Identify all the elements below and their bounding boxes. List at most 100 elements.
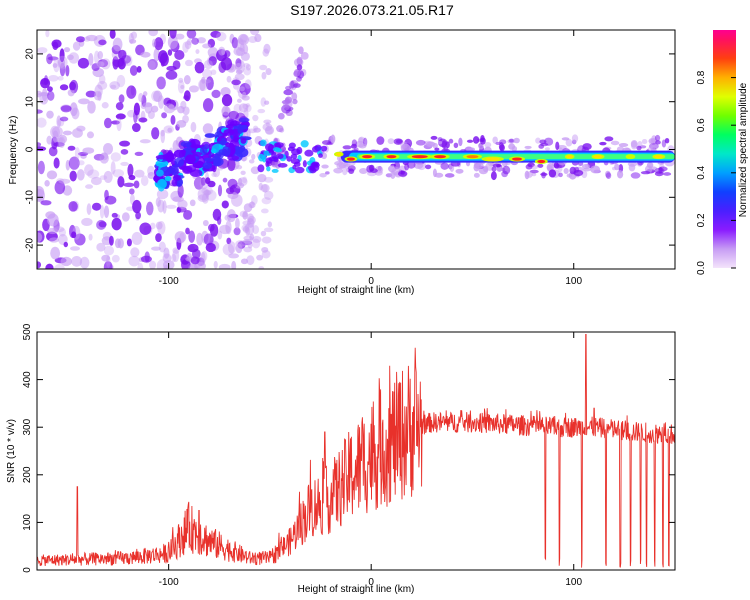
spectrogram-ridge-cell [203, 157, 214, 163]
spectrogram-noise-cell [161, 112, 167, 119]
spectrogram-band-halo [400, 141, 408, 149]
spectrogram-noise-cell [103, 170, 113, 183]
spectrogram-streak-cell [300, 51, 309, 60]
spectrogram-ridge-cell [237, 124, 244, 135]
spectrogram-noise-cell [154, 37, 164, 51]
spectrogram-noise-cell [196, 232, 203, 246]
spectrogram-band-halo [508, 138, 515, 143]
spectrogram-noise-cell [47, 86, 53, 92]
spectrogram-noise-cell [239, 39, 247, 45]
spectrogram-band-halo [548, 169, 557, 178]
colorbar-tick-label: 0.2 [696, 213, 707, 227]
spectrogram-band-halo [344, 163, 351, 167]
spectrogram-x-tick-label: -100 [159, 276, 179, 287]
spectrogram-noise-cell [225, 187, 235, 195]
spectrogram-hotspot [627, 155, 634, 159]
spectrogram-noise-cell [239, 210, 249, 218]
spectrogram-band-halo [605, 170, 611, 178]
spectrogram-noise-cell [193, 176, 204, 190]
spectrogram-y-tick-label: -10 [25, 190, 36, 205]
spectrogram-noise-cell [211, 89, 221, 99]
spectrogram-noise-cell [183, 90, 191, 102]
spectrogram-noise-cell [207, 46, 219, 58]
spectrogram-noise-cell [234, 63, 243, 70]
spectrogram-band-start-cell [304, 149, 314, 157]
spectrogram-noise-cell [172, 249, 180, 263]
spectrogram-band-halo [358, 143, 367, 149]
spectrogram-band-halo [661, 139, 667, 148]
spectrogram-band-halo [555, 141, 560, 151]
spectrogram-noise-cell [234, 73, 245, 81]
spectrogram-noise-cell [111, 212, 118, 218]
spectrogram-band-halo [357, 137, 364, 145]
spectrogram-noise-cell [37, 232, 43, 243]
spectrogram-noise-cell [79, 256, 90, 269]
spectrogram-ridge-cell [170, 164, 179, 176]
spectrogram-noise-cell [48, 237, 60, 243]
spectrogram-noise-cell [247, 242, 253, 249]
spectrogram-noise-cell [250, 166, 260, 175]
spectrogram-noise-cell [243, 246, 253, 253]
colorbar-tick-label: 0.6 [696, 118, 707, 132]
spectrogram-noise-cell [221, 106, 231, 116]
spectrogram-band-halo [359, 168, 368, 174]
spectrogram-noise-cell [222, 243, 235, 256]
spectrogram-band-halo [585, 163, 590, 169]
spectrogram-y-tick-label: -20 [25, 237, 36, 252]
spectrogram-noise-cell [163, 264, 170, 269]
spectrogram-band-start-cell [286, 156, 292, 162]
spectrogram-noise-cell [177, 199, 188, 209]
spectrogram-noise-cell [249, 30, 260, 36]
spectrogram-noise-cell [205, 242, 216, 253]
spectrogram-noise-cell [112, 37, 123, 52]
spectrogram-band-start-cell [266, 166, 271, 172]
spectrogram-band-halo [448, 138, 454, 144]
spectrogram-noise-cell [220, 87, 231, 97]
spectrogram-band-halo [458, 137, 463, 147]
spectrogram-band-halo [437, 137, 443, 142]
spectrogram-noise-cell [245, 226, 251, 237]
spectrogram-noise-cell [246, 213, 254, 223]
spectrogram-noise-cell [243, 238, 253, 244]
spectrogram-band-halo [561, 137, 570, 141]
spectrogram-noise-cell [51, 39, 62, 48]
spectrogram-streak-cell [296, 56, 303, 66]
spectrogram-streak-cell [290, 80, 295, 89]
spectrogram-noise-cell [62, 130, 73, 136]
spectrogram-noise-cell [48, 74, 59, 82]
spectrogram-noise-cell [184, 40, 192, 50]
spectrogram-band-halo [525, 164, 533, 170]
spectrogram-noise-cell [242, 44, 249, 55]
spectrogram-noise-cell [46, 135, 53, 145]
spectrogram-noise-cell [74, 147, 80, 160]
snr-x-ticks: -100 0 100 [159, 332, 583, 588]
spectrogram-noise-cell [119, 140, 131, 147]
spectrogram-noise-cell [71, 255, 83, 267]
spectrogram-noise-cell [40, 200, 52, 206]
spectrogram-hotspot [386, 155, 397, 159]
spectrogram-noise-cell [47, 227, 59, 235]
spectrogram-noise-cell [202, 43, 212, 49]
spectrogram-noise-cell [260, 230, 267, 237]
spectrogram-noise-cell [172, 140, 180, 153]
spectrogram-band-halo [430, 135, 438, 140]
spectrogram-hotspot [566, 155, 573, 159]
spectrogram-noise-cell [218, 46, 226, 56]
spectrogram-noise-cell [175, 33, 185, 40]
spectrogram-noise-cell [250, 201, 255, 209]
spectrogram-noise-cell [46, 170, 58, 180]
spectrogram-band-halo [347, 165, 356, 172]
spectrogram-noise-cell [106, 255, 111, 269]
spectrogram-noise-cell [146, 201, 154, 216]
spectrogram-noise-cell [151, 105, 159, 113]
spectrogram-noise-cell [167, 35, 178, 50]
snr-y-axis-label: SNR (10 * v/v) [6, 419, 17, 483]
spectrogram-ridge-cell [224, 142, 234, 148]
spectrogram-band-halo [472, 136, 480, 144]
spectrogram-noise-cell [251, 153, 256, 160]
spectrogram-noise-cell [85, 184, 94, 189]
snr-y-tick-label: 200 [22, 466, 33, 483]
spectrogram-noise-cell [205, 76, 214, 91]
spectrogram-noise-cell [131, 231, 143, 246]
spectrogram-noise-cell [128, 174, 136, 181]
